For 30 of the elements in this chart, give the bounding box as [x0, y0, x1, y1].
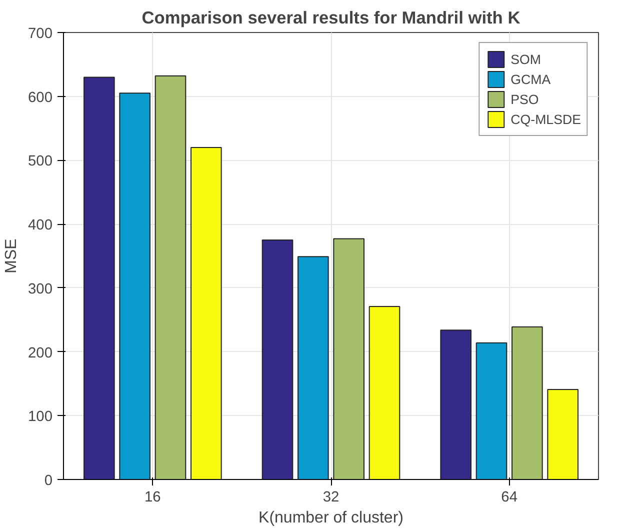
bar [333, 238, 364, 480]
y-axis-title: MSE [3, 238, 20, 274]
x-tick-label: 32 [322, 490, 340, 506]
bar [440, 330, 472, 480]
bar [262, 240, 294, 480]
y-tick-label: 600 [28, 90, 53, 106]
bar [547, 388, 578, 480]
x-tick-label: 16 [144, 490, 161, 506]
bar [512, 326, 543, 480]
chart-title: Comparison several results for Mandril with K [142, 8, 521, 28]
x-axis-title: K(number of cluster) [258, 510, 404, 526]
bar [190, 146, 222, 480]
bar [476, 342, 508, 480]
bar [154, 75, 186, 480]
y-tick-label: 100 [28, 409, 53, 426]
y-tick-label: 400 [28, 218, 53, 234]
legend-label: SOM [510, 52, 541, 66]
bar [84, 76, 115, 480]
y-tick-label: 0 [44, 473, 53, 489]
y-tick-label: 200 [28, 345, 53, 362]
y-tick-label: 300 [28, 281, 53, 298]
bar [368, 306, 400, 480]
legend-label: GCMA [510, 72, 551, 86]
y-tick-label: 700 [28, 26, 53, 42]
legend-label: CQ-MLSDE [510, 112, 581, 126]
legend-label: PSO [510, 92, 539, 106]
bar [298, 256, 329, 480]
y-tick-label: 500 [28, 154, 53, 170]
bar [119, 92, 150, 480]
x-tick-label: 64 [501, 490, 518, 506]
